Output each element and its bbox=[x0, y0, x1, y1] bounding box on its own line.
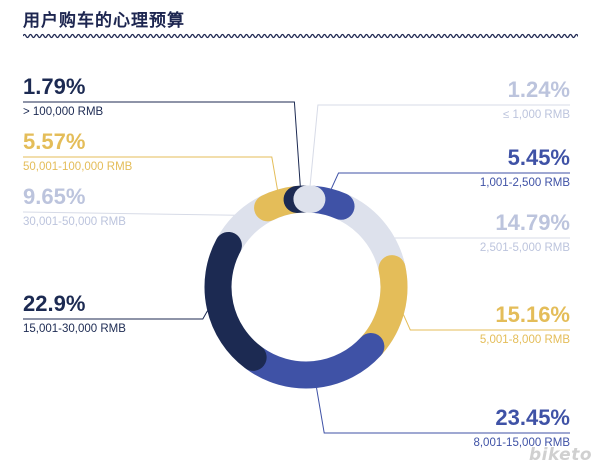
leader-line-6 bbox=[22, 211, 238, 216]
slice-value-label: 1.24% bbox=[508, 77, 570, 102]
slice-range-label: 1,001-2,500 RMB bbox=[480, 177, 570, 189]
slice-value-label: 14.79% bbox=[495, 210, 570, 235]
slice-3 bbox=[358, 255, 408, 359]
slice-range-label: 5,001-8,000 RMB bbox=[480, 334, 570, 346]
leader-line-5 bbox=[23, 308, 210, 320]
slice-range-label: 30,001-50,000 RMB bbox=[23, 216, 126, 228]
leader-line-0 bbox=[309, 104, 570, 188]
slice-range-label: 50,001-100,000 RMB bbox=[23, 161, 133, 173]
slice-value-label: 1.79% bbox=[23, 74, 85, 99]
leader-line-7 bbox=[23, 156, 279, 192]
leader-line-8 bbox=[23, 101, 301, 188]
leader-line-3 bbox=[401, 311, 570, 331]
slice-labels: 1.24% ≤ 1,000 RMB 5.45% 1,001-2,500 RMB 14.7… bbox=[23, 74, 570, 449]
slice-value-label: 22.9% bbox=[23, 291, 85, 316]
leader-line-4 bbox=[315, 385, 570, 434]
slice-range-label: ≤ 1,000 RMB bbox=[503, 109, 570, 121]
slice-value-label: 5.45% bbox=[508, 145, 570, 170]
slice-value-label: 9.65% bbox=[23, 184, 85, 209]
slice-range-label: 15,001-30,000 RMB bbox=[23, 323, 126, 335]
donut-slices bbox=[204, 185, 408, 389]
page-title: 用户购车的心理预算 bbox=[23, 11, 185, 31]
slice-5 bbox=[204, 231, 267, 371]
watermark-logo: biketo bbox=[528, 445, 592, 465]
leader-line-1 bbox=[330, 172, 570, 191]
slice-range-label: > 100,000 RMB bbox=[23, 106, 104, 118]
slice-value-label: 5.57% bbox=[23, 129, 85, 154]
title-wave-divider bbox=[23, 33, 578, 39]
slice-value-label: 15.16% bbox=[495, 302, 570, 327]
slice-range-label: 8,001-15,000 RMB bbox=[473, 437, 570, 449]
slice-value-label: 23.45% bbox=[495, 405, 570, 430]
slice-4 bbox=[241, 332, 385, 389]
slice-range-label: 2,501-5,000 RMB bbox=[480, 242, 570, 254]
